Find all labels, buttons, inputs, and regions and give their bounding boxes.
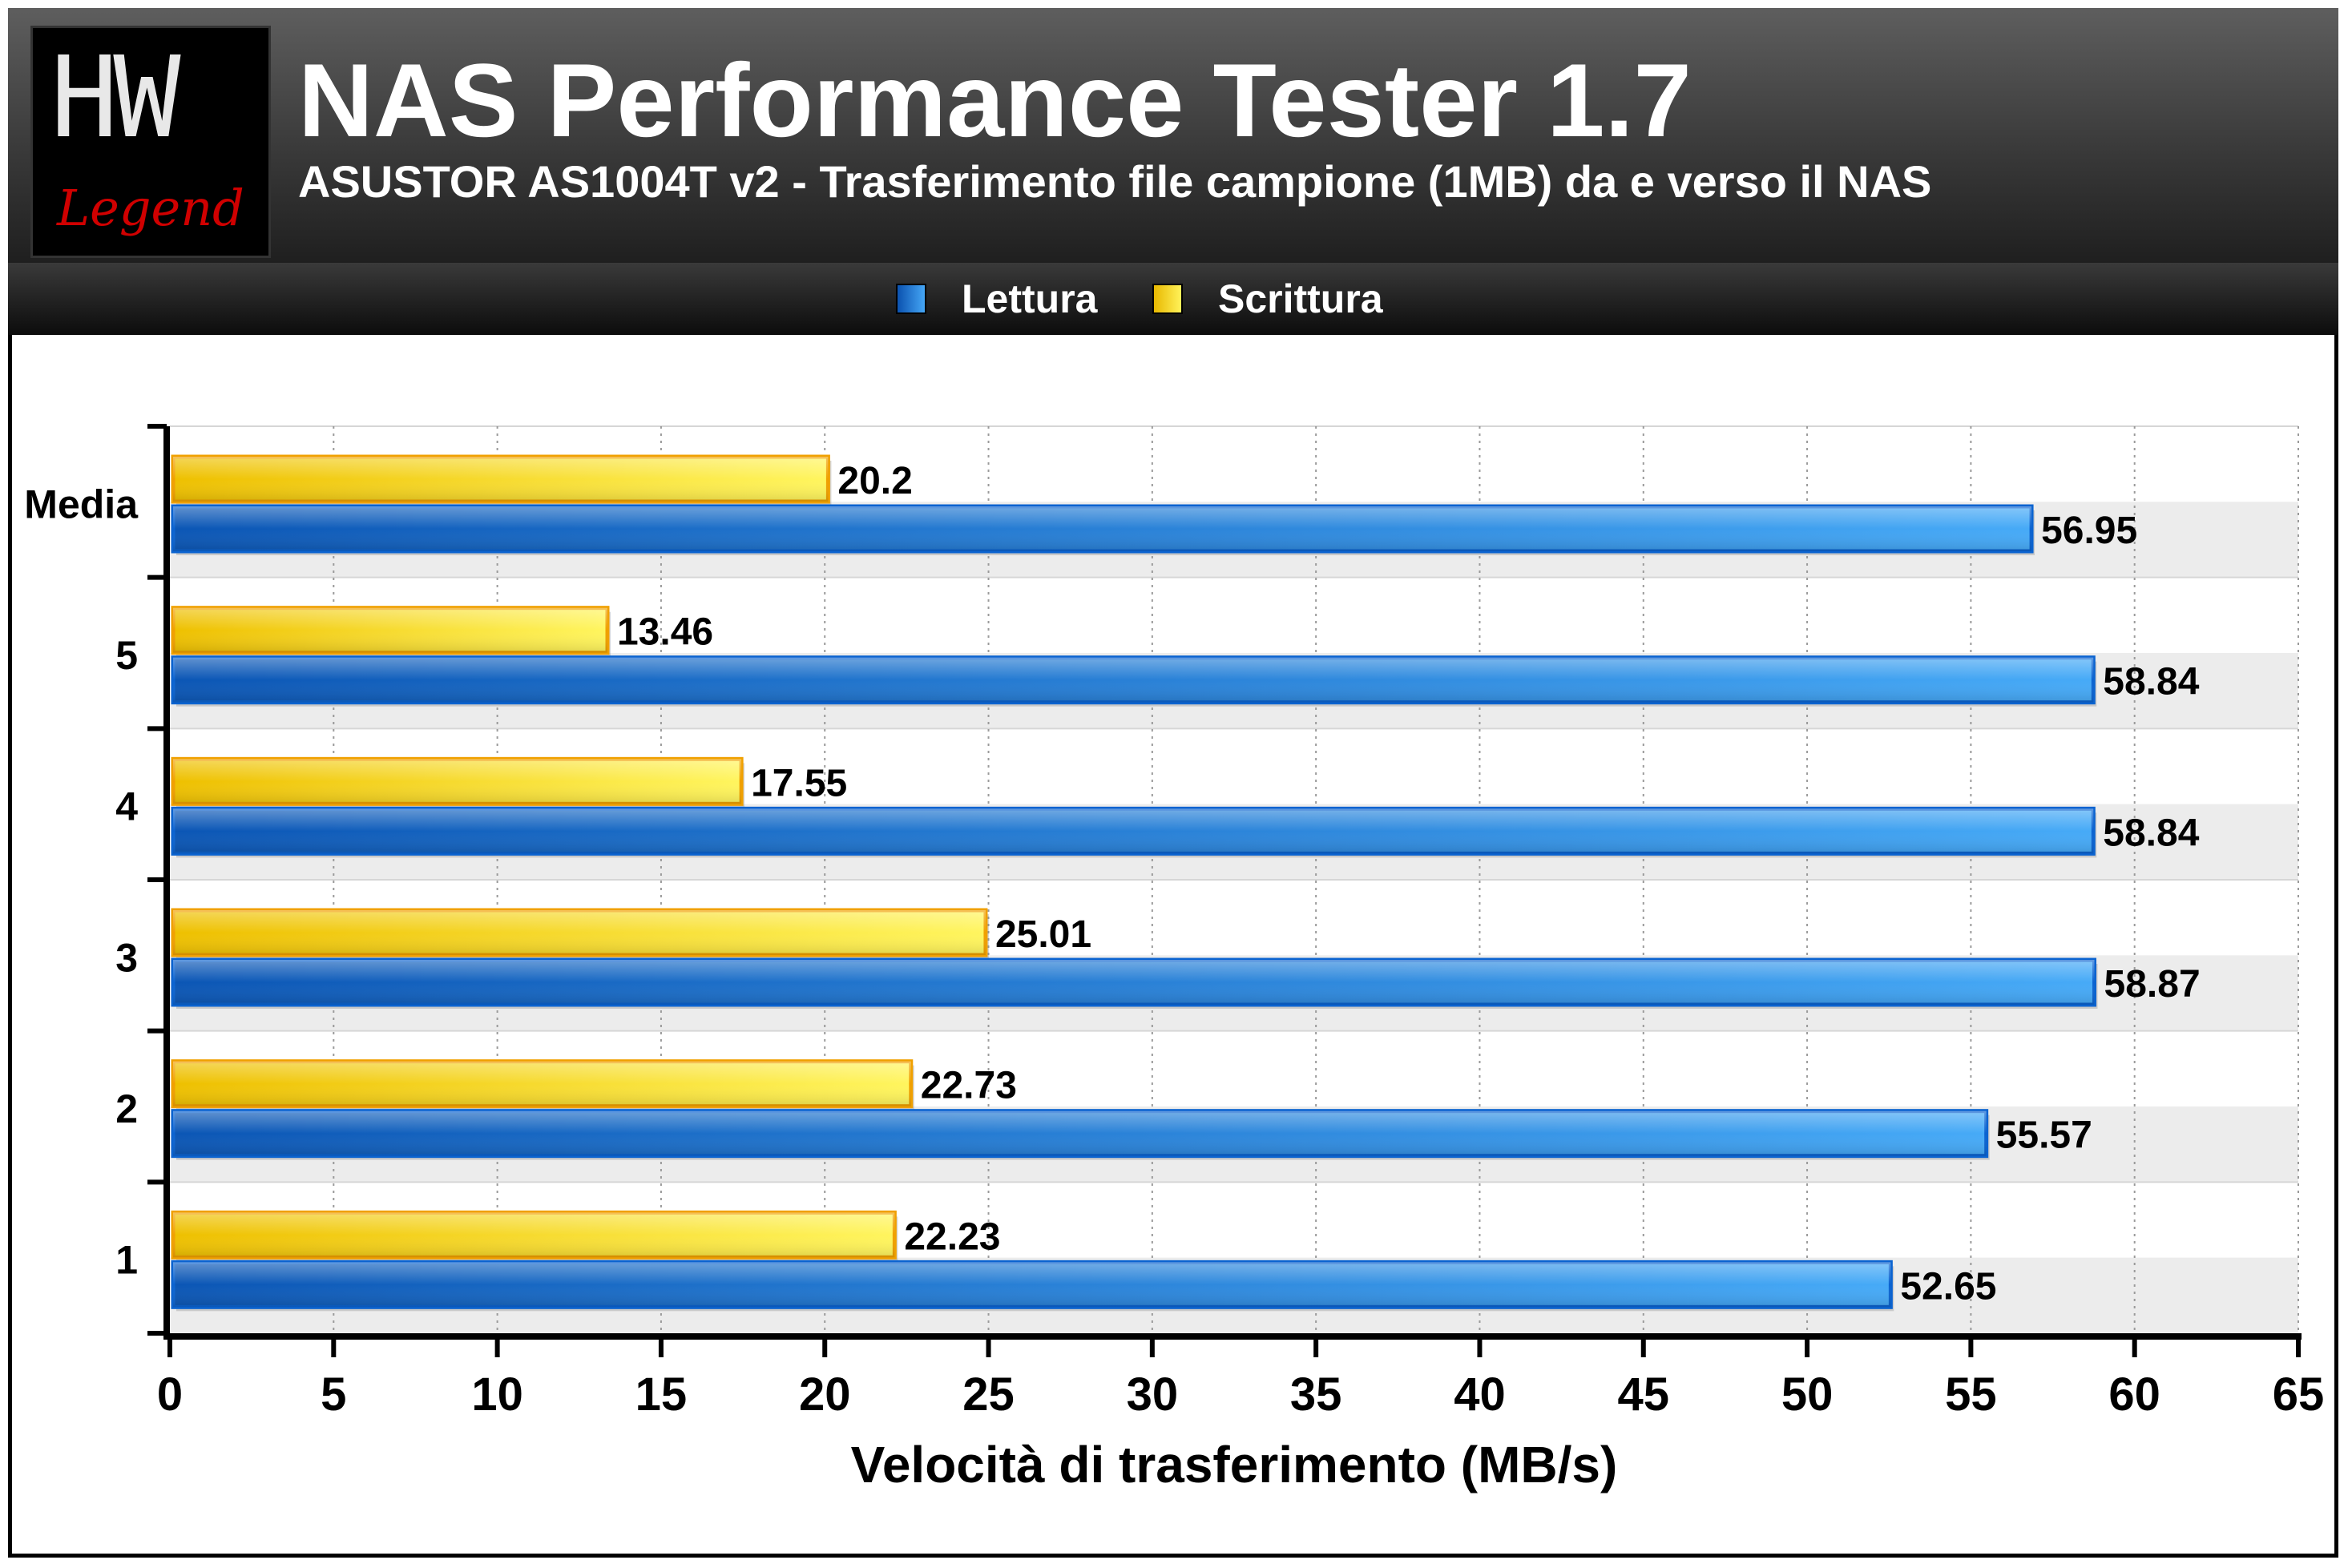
legend-swatch-scrittura: [1152, 284, 1183, 314]
value-label-scrittura: 25.01: [995, 913, 1091, 956]
value-label-scrittura: 13.46: [617, 611, 713, 654]
value-label-lettura: 58.84: [2103, 661, 2199, 703]
y-tick-label: 5: [115, 633, 138, 678]
x-tick-label: 55: [1945, 1368, 1997, 1421]
legend-label-lettura: Lettura: [962, 276, 1098, 321]
value-label-lettura: 55.57: [1996, 1115, 2092, 1157]
y-tick-label: Media: [24, 482, 139, 526]
x-tick-label: 60: [2108, 1368, 2160, 1421]
chart-title: NAS Performance Tester 1.7: [298, 42, 1692, 159]
y-tick-label: 3: [115, 935, 138, 980]
x-tick-label: 45: [1618, 1368, 1670, 1421]
bar-shine: [173, 607, 607, 653]
bar-shine: [173, 808, 2094, 854]
bar-shine: [173, 657, 2094, 703]
value-label-lettura: 58.84: [2103, 812, 2199, 854]
value-label-lettura: 52.65: [1900, 1265, 1996, 1308]
bar-shine: [173, 759, 742, 804]
bar-shine: [173, 910, 986, 955]
x-tick-label: 5: [321, 1368, 346, 1421]
value-label-scrittura: 22.23: [904, 1215, 1000, 1258]
bar-shine: [173, 960, 2095, 1005]
bar-shine: [173, 1212, 895, 1258]
x-tick-label: 40: [1454, 1368, 1506, 1421]
bar-shine: [173, 1110, 1987, 1156]
x-tick-label: 65: [2273, 1368, 2325, 1421]
y-tick-label: 4: [115, 784, 138, 829]
value-label-lettura: 58.87: [2104, 963, 2201, 1006]
bar-shine: [173, 1061, 911, 1106]
x-tick-label: 10: [471, 1368, 523, 1421]
x-tick-label: 35: [1290, 1368, 1342, 1421]
chart-header: HW Legend NAS Performance Tester 1.7 ASU…: [8, 8, 2338, 263]
x-tick-label: 15: [635, 1368, 688, 1421]
legend-item-lettura: Lettura: [896, 263, 1097, 335]
x-tick-label: 30: [1127, 1368, 1179, 1421]
chart-subtitle: ASUSTOR AS1004T v2 - Trasferimento file …: [298, 156, 1932, 207]
x-tick-label: 50: [1781, 1368, 1834, 1421]
chart-legend: Lettura Scrittura: [8, 263, 2338, 335]
hwlegend-logo: HW Legend: [30, 26, 271, 258]
logo-hw-text: HW: [50, 33, 181, 163]
legend-label-scrittura: Scrittura: [1218, 276, 1383, 321]
value-label-scrittura: 22.73: [921, 1065, 1017, 1107]
legend-swatch-lettura: [896, 284, 926, 314]
bar-shine: [173, 1262, 1891, 1308]
x-tick-label: 25: [962, 1368, 1015, 1421]
legend-item-scrittura: Scrittura: [1152, 263, 1383, 335]
value-label-scrittura: 20.2: [837, 460, 912, 502]
value-label-lettura: 56.95: [2041, 510, 2137, 552]
x-tick-label: 20: [799, 1368, 851, 1421]
bar-shine: [173, 506, 2032, 551]
y-tick-label: 2: [115, 1086, 138, 1131]
value-label-scrittura: 17.55: [751, 762, 847, 804]
x-axis-label: Velocità di trasferimento (MB/s): [851, 1436, 1618, 1493]
x-tick-label: 0: [157, 1368, 183, 1421]
bar-shine: [173, 457, 829, 502]
logo-legend-text: Legend: [57, 179, 244, 237]
y-tick-label: 1: [115, 1238, 138, 1283]
